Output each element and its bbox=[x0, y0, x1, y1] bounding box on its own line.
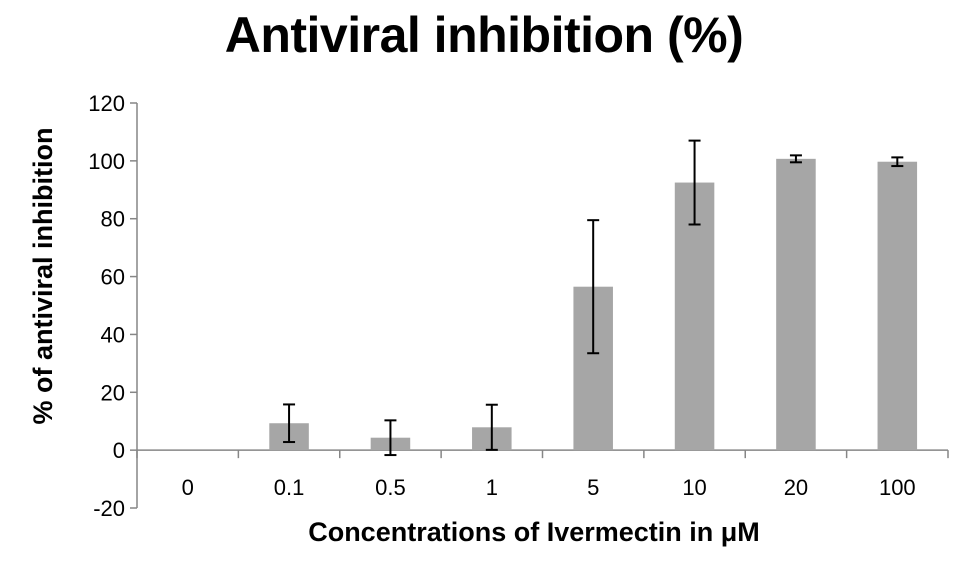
y-axis-title: % of antiviral inhibition bbox=[28, 128, 58, 425]
y-tick-label: 80 bbox=[101, 207, 125, 232]
y-tick-label: 40 bbox=[101, 322, 125, 347]
x-tick-label: 10 bbox=[682, 475, 706, 500]
y-tick-label: -20 bbox=[93, 496, 125, 521]
bar bbox=[674, 182, 715, 451]
x-axis-title: Concentrations of Ivermectin in μM bbox=[308, 517, 760, 547]
x-tick-label: 0.1 bbox=[274, 475, 305, 500]
bar bbox=[776, 158, 816, 451]
y-tick-label: 20 bbox=[101, 380, 125, 405]
chart-title: Antiviral inhibition (%) bbox=[224, 7, 744, 63]
y-tick-label: 0 bbox=[113, 438, 125, 463]
y-tick-label: 120 bbox=[88, 91, 125, 116]
bar bbox=[877, 161, 918, 451]
x-tick-label: 5 bbox=[587, 475, 599, 500]
x-tick-label: 20 bbox=[784, 475, 808, 500]
x-tick-label: 100 bbox=[879, 475, 916, 500]
plot-area: -20 0 20 40 60 80 100 120 0 0.1 0.5 1 5 10 20 100 bbox=[88, 91, 949, 521]
x-tick-label: 0.5 bbox=[375, 475, 406, 500]
y-tick-label: 60 bbox=[101, 265, 125, 290]
x-tick-label: 1 bbox=[486, 475, 498, 500]
x-tick-label: 0 bbox=[182, 475, 194, 500]
y-tick-label: 100 bbox=[88, 149, 125, 174]
